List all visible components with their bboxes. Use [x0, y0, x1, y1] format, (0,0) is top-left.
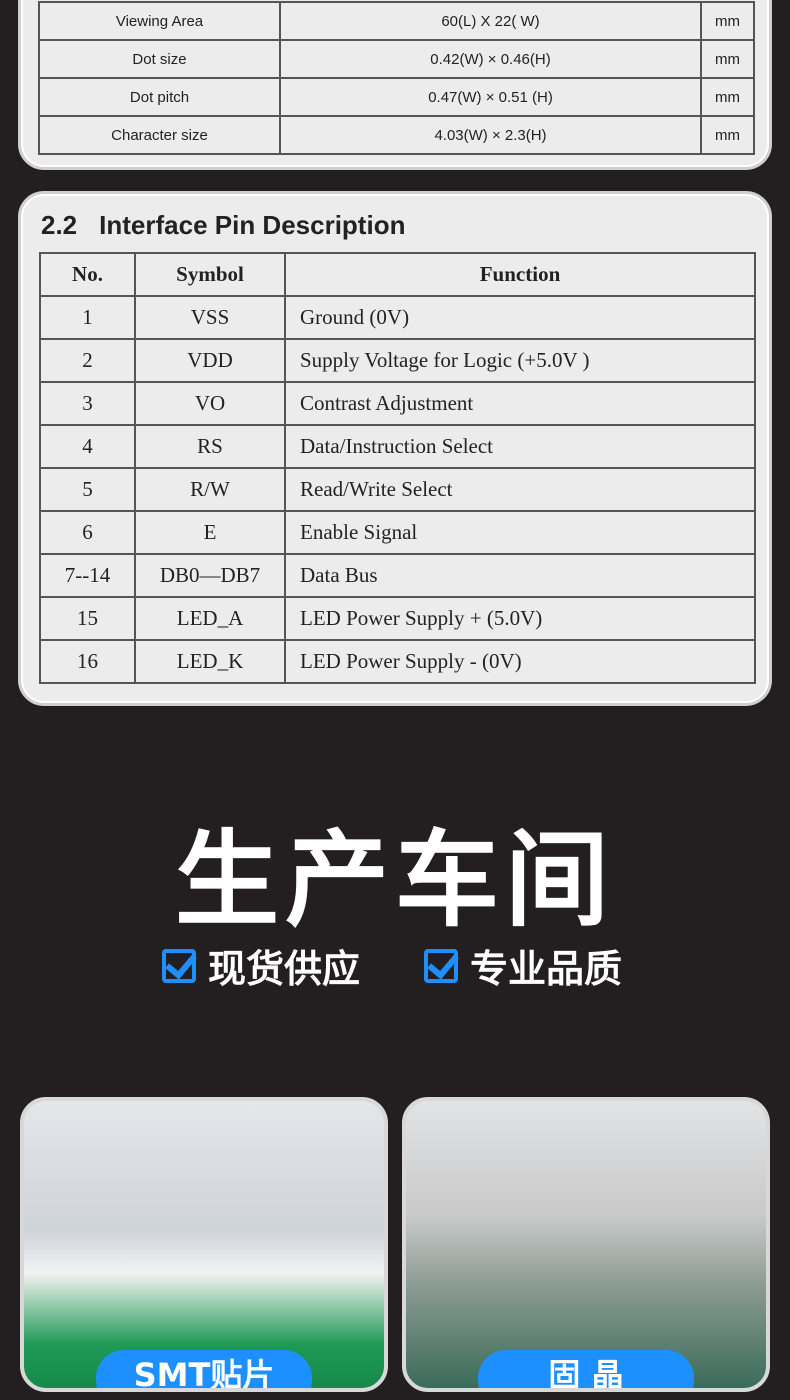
- spec-unit: mm: [700, 1, 755, 41]
- pin-no: 4: [39, 424, 136, 469]
- header-no: No.: [39, 252, 136, 297]
- pin-no: 7--14: [39, 553, 136, 598]
- spec-item: Dot pitch: [38, 77, 281, 117]
- checkbox-icon: [162, 948, 196, 983]
- pin-function: Enable Signal: [284, 510, 756, 555]
- spec-item: Dot size: [38, 39, 281, 79]
- spec-row: Viewing Area 60(L) X 22( W) mm: [38, 1, 755, 41]
- pin-symbol: DB0—DB7: [134, 553, 286, 598]
- pin-no: 15: [39, 596, 136, 641]
- pin-no: 2: [39, 338, 136, 383]
- pin-function: LED Power Supply - (0V): [284, 639, 756, 684]
- pin-row: 2 VDD Supply Voltage for Logic (+5.0V ): [39, 338, 756, 383]
- pin-row: 1 VSS Ground (0V): [39, 295, 756, 340]
- pin-symbol: LED_K: [134, 639, 286, 684]
- pin-no: 5: [39, 467, 136, 512]
- photo-label: 固 晶: [478, 1350, 694, 1388]
- pin-no: 3: [39, 381, 136, 426]
- spec-row: Dot pitch 0.47(W) × 0.51 (H) mm: [38, 77, 755, 117]
- pin-row: 3 VO Contrast Adjustment: [39, 381, 756, 426]
- pin-row: 5 R/W Read/Write Select: [39, 467, 756, 512]
- workshop-title: 生产车间: [174, 819, 615, 941]
- feature-label: 专业品质: [470, 947, 623, 991]
- checkbox-icon: [424, 948, 458, 983]
- spec-table: Viewing Area 60(L) X 22( W) mm Dot size 0.42…: [38, 1, 755, 155]
- header-symbol: Symbol: [134, 252, 286, 297]
- pin-no: 1: [39, 295, 136, 340]
- pin-symbol: E: [134, 510, 286, 555]
- spec-row: Dot size 0.42(W) × 0.46(H) mm: [38, 39, 755, 79]
- pin-no: 6: [39, 510, 136, 555]
- pin-function: Data/Instruction Select: [284, 424, 756, 469]
- section-heading: 2.2 Interface Pin Description: [41, 210, 405, 241]
- spec-unit: mm: [700, 77, 755, 117]
- pin-function: Supply Voltage for Logic (+5.0V ): [284, 338, 756, 383]
- feature-in-stock: 现货供应: [162, 938, 360, 993]
- spec-value: 60(L) X 22( W): [279, 1, 702, 41]
- photo-label: SMT贴片: [96, 1350, 312, 1388]
- pin-symbol: VDD: [134, 338, 286, 383]
- pin-row: 7--14 DB0—DB7 Data Bus: [39, 553, 756, 598]
- pin-symbol: VO: [134, 381, 286, 426]
- section-number: 2.2: [41, 210, 78, 240]
- pin-row: 6 E Enable Signal: [39, 510, 756, 555]
- pin-row: 4 RS Data/Instruction Select: [39, 424, 756, 469]
- pin-no: 16: [39, 639, 136, 684]
- pin-symbol: LED_A: [134, 596, 286, 641]
- pin-function: Read/Write Select: [284, 467, 756, 512]
- pin-symbol: R/W: [134, 467, 286, 512]
- pin-table: No. Symbol Function 1 VSS Ground (0V) 2 VDD S…: [39, 252, 756, 684]
- die-bond-photo: 固 晶: [402, 1097, 770, 1392]
- spec-item: Viewing Area: [38, 1, 281, 41]
- pin-row: 15 LED_A LED Power Supply + (5.0V): [39, 596, 756, 641]
- pin-function: LED Power Supply + (5.0V): [284, 596, 756, 641]
- spec-row: Character size 4.03(W) × 2.3(H) mm: [38, 115, 755, 155]
- header-function: Function: [284, 252, 756, 297]
- pin-symbol: VSS: [134, 295, 286, 340]
- pin-function: Data Bus: [284, 553, 756, 598]
- pin-row: 16 LED_K LED Power Supply - (0V): [39, 639, 756, 684]
- spec-value: 0.47(W) × 0.51 (H): [279, 77, 702, 117]
- spec-unit: mm: [700, 39, 755, 79]
- spec-value: 0.42(W) × 0.46(H): [279, 39, 702, 79]
- feature-label: 现货供应: [208, 947, 361, 991]
- feature-quality: 专业品质: [424, 938, 622, 993]
- pin-symbol: RS: [134, 424, 286, 469]
- pin-card: 2.2 Interface Pin Description No. Symbol …: [18, 191, 772, 706]
- smt-photo: SMT贴片: [20, 1097, 388, 1392]
- pin-function: Ground (0V): [284, 295, 756, 340]
- section-title: Interface Pin Description: [99, 210, 406, 240]
- spec-item: Character size: [38, 115, 281, 155]
- spec-card: Viewing Area 60(L) X 22( W) mm Dot size 0.42…: [18, 0, 772, 170]
- spec-unit: mm: [700, 115, 755, 155]
- spec-value: 4.03(W) × 2.3(H): [279, 115, 702, 155]
- pin-function: Contrast Adjustment: [284, 381, 756, 426]
